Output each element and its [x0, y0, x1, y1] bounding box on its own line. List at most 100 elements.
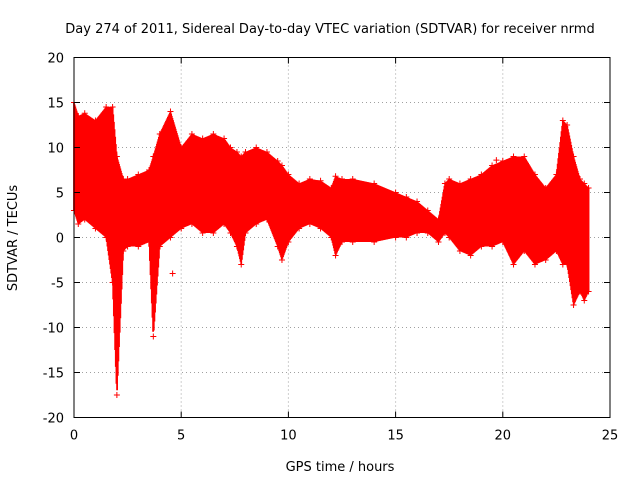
- axis-ticks: [73, 57, 611, 418]
- data-point-marker: [467, 176, 474, 182]
- data-point-marker: [124, 176, 131, 182]
- data-point-marker: [531, 261, 538, 268]
- y-tick-label: -10: [43, 322, 64, 337]
- data-point-marker: [188, 221, 195, 227]
- data-point-marker: [553, 248, 560, 254]
- data-point-marker: [233, 149, 240, 155]
- data-point-marker: [576, 288, 583, 295]
- y-tick-label: 10: [47, 142, 64, 157]
- data-point-marker: [446, 234, 453, 241]
- data-point-marker: [167, 234, 174, 241]
- data-point-marker: [242, 230, 249, 236]
- data-point-marker: [135, 243, 142, 250]
- data-point-marker: [227, 144, 234, 151]
- data-point-marker: [238, 153, 245, 160]
- x-tick-labels: 0 5 10 15 20 25: [70, 429, 618, 444]
- x-tick-label: 10: [280, 429, 297, 444]
- data-point-marker: [150, 333, 157, 340]
- data-point-marker: [199, 230, 206, 236]
- data-point-marker: [339, 176, 345, 182]
- data-point-marker: [274, 158, 281, 164]
- data-point-marker: [285, 171, 292, 178]
- data-point-marker: [317, 177, 324, 184]
- data-point-marker: [570, 153, 577, 160]
- x-tick-label: 0: [70, 429, 78, 444]
- data-point-marker: [233, 243, 240, 250]
- data-point-marker: [167, 108, 174, 115]
- data-point-marker: [221, 221, 228, 227]
- data-point-marker: [403, 194, 410, 200]
- data-point-marker: [403, 234, 410, 241]
- data-point-marker: [531, 171, 538, 178]
- data-point-marker: [274, 243, 281, 250]
- data-point-marker: [146, 167, 153, 173]
- data-point-marker: [81, 216, 88, 223]
- data-point-marker: [242, 149, 249, 155]
- data-point-marker: [467, 252, 474, 259]
- data-point-marker: [328, 234, 335, 241]
- data-series: [71, 99, 592, 398]
- data-point-marker: [135, 171, 142, 178]
- data-point-marker: [542, 185, 549, 191]
- data-point-marker: [109, 279, 116, 286]
- data-point-marker: [371, 239, 378, 245]
- data-point-marker: [489, 162, 496, 169]
- data-point-marker: [349, 176, 356, 182]
- data-point-marker: [113, 392, 120, 398]
- data-point-marker: [238, 261, 245, 268]
- data-point-marker: [113, 153, 120, 160]
- data-point-marker: [92, 225, 99, 232]
- data-point-marker: [559, 117, 566, 124]
- data-point-marker: [120, 248, 127, 254]
- data-point-marker: [306, 221, 313, 227]
- data-point-marker: [435, 216, 442, 223]
- data-point-marker: [441, 230, 448, 236]
- data-point-marker: [570, 302, 577, 308]
- y-tick-label: 15: [47, 97, 64, 112]
- data-point-marker: [349, 239, 356, 245]
- data-point-marker: [285, 239, 292, 245]
- data-point-marker: [441, 180, 448, 187]
- data-point-marker: [499, 239, 506, 245]
- data-point-marker: [392, 189, 399, 196]
- data-point-marker: [564, 122, 571, 128]
- data-point-marker: [499, 158, 506, 164]
- data-point-marker: [263, 216, 270, 223]
- data-point-marker: [109, 104, 116, 110]
- data-point-marker: [296, 180, 303, 187]
- data-point-marker: [424, 207, 431, 214]
- y-tick-labels: -20 -15 -10 -5 0 5 10 15 20: [43, 52, 64, 427]
- data-point-marker: [414, 198, 421, 205]
- data-point-marker: [424, 230, 431, 236]
- data-point-marker: [278, 162, 285, 169]
- data-point-marker: [581, 180, 588, 187]
- data-point-marker: [542, 257, 549, 263]
- data-point-marker: [81, 110, 88, 117]
- data-point-marker: [317, 225, 324, 232]
- data-point-marker: [253, 221, 260, 227]
- y-tick-label: -20: [43, 412, 64, 427]
- data-point-marker: [510, 153, 517, 160]
- data-point-marker: [156, 243, 163, 250]
- data-point-marker: [339, 239, 345, 245]
- data-point-marker: [564, 261, 571, 268]
- data-point-marker: [478, 171, 485, 178]
- data-point-marker: [253, 144, 260, 151]
- data-point-marker: [585, 185, 592, 191]
- data-point-marker: [146, 239, 153, 245]
- data-point-marker: [103, 234, 110, 241]
- data-point-marker: [75, 113, 82, 119]
- y-tick-label: -5: [51, 277, 64, 292]
- y-tick-label: 0: [56, 232, 64, 247]
- x-tick-label: 20: [495, 429, 512, 444]
- data-point-marker: [332, 173, 339, 180]
- x-axis-label: GPS time / hours: [286, 460, 395, 475]
- data-point-marker: [581, 297, 588, 304]
- x-tick-label: 5: [177, 429, 185, 444]
- data-point-marker: [210, 230, 217, 236]
- data-point-marker: [414, 230, 421, 236]
- data-point-marker: [306, 176, 313, 182]
- data-point-marker: [521, 153, 528, 160]
- data-point-marker: [489, 243, 496, 250]
- data-point-marker: [178, 225, 185, 232]
